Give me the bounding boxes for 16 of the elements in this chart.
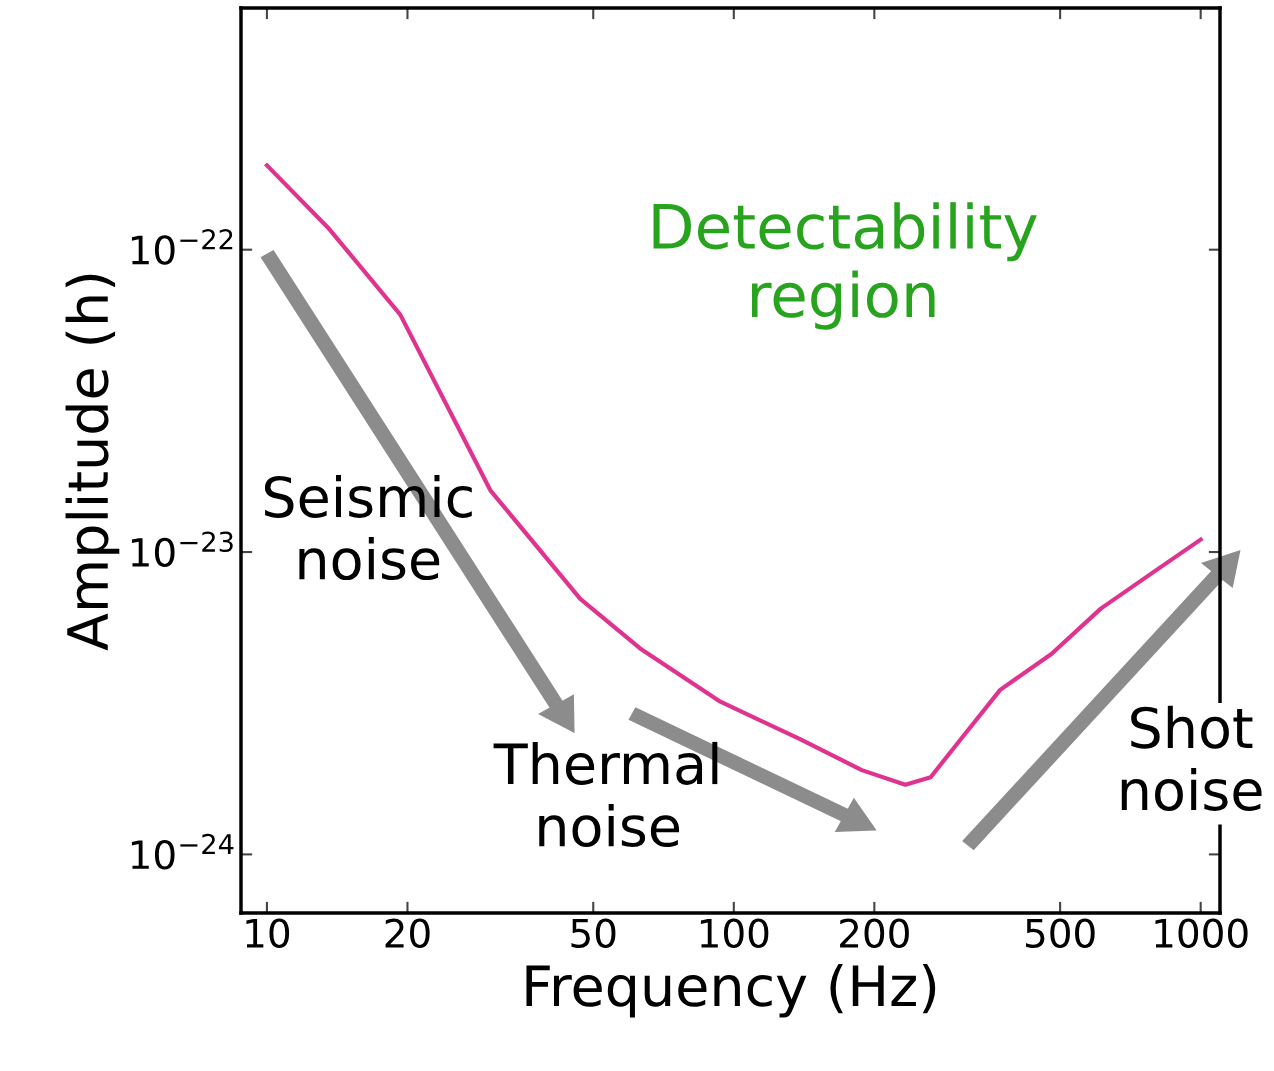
annotation: Shot noise (1121, 705, 1262, 811)
y-tick-label: 10$^{−22}$ (131, 229, 233, 265)
x-tick-label: 20 (385, 918, 430, 948)
x-tick-label: 100 (700, 918, 769, 948)
x-tick-label: 1000 (1155, 918, 1248, 948)
y-tick-label: 10$^{−24}$ (131, 833, 234, 870)
annotation: Thermal noise (493, 741, 718, 848)
x-tick-label: 500 (1026, 918, 1095, 948)
y-axis-title: Amplitude (h) (65, 274, 120, 651)
y-tick-label: 10$^{−23}$ (131, 531, 233, 568)
annotation: Seismic noise (264, 474, 472, 581)
x-tick-label: 10 (246, 918, 290, 948)
x-axis-title: Frequency (Hz) (526, 963, 936, 1018)
annotation: Detectability region (653, 202, 1037, 330)
x-tick-label: 200 (840, 918, 909, 948)
x-tick-label: 50 (571, 918, 616, 948)
